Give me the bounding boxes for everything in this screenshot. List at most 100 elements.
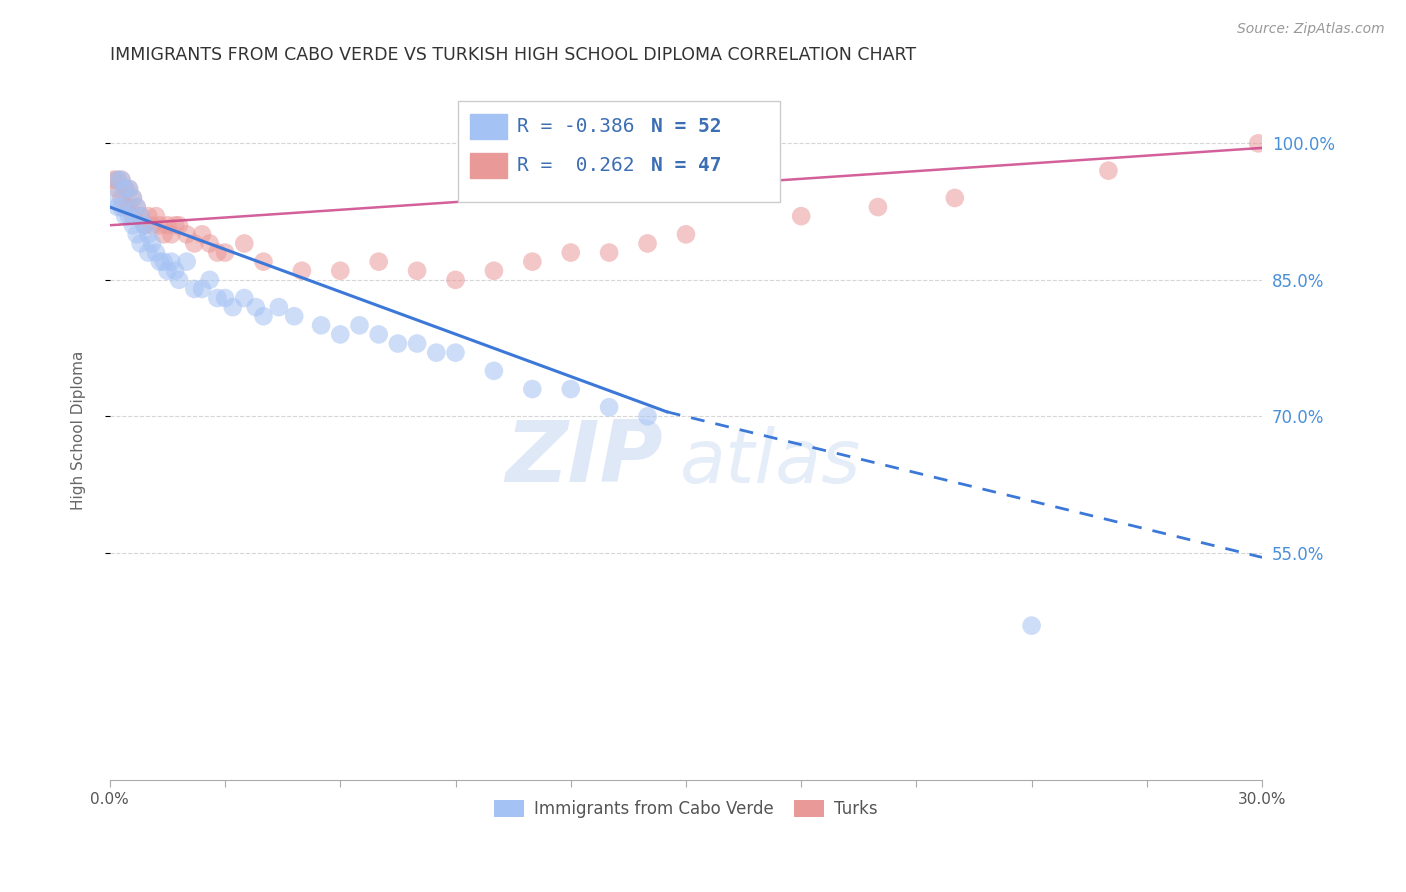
Point [145, 209, 167, 223]
Point [110, 200, 132, 214]
Point [425, 345, 447, 359]
Point [136, 245, 159, 260]
Point [406, 336, 429, 351]
Point [149, 254, 172, 268]
Point [444, 345, 467, 359]
Text: IMMIGRANTS FROM CABO VERDE VS TURKISH HIGH SCHOOL DIPLOMA CORRELATION CHART: IMMIGRANTS FROM CABO VERDE VS TURKISH HI… [110, 46, 915, 64]
Point [167, 219, 190, 233]
Point [367, 254, 389, 268]
Point [191, 282, 214, 296]
Point [245, 300, 267, 314]
Point [152, 227, 174, 242]
Point [560, 382, 582, 396]
FancyBboxPatch shape [471, 114, 508, 139]
Point [136, 209, 159, 223]
Point [129, 209, 152, 223]
Point [160, 227, 183, 242]
Point [107, 200, 129, 214]
Point [406, 264, 429, 278]
Point [176, 254, 198, 268]
Point [122, 191, 145, 205]
Point [107, 173, 129, 187]
Point [1097, 163, 1119, 178]
Point [598, 245, 620, 260]
Point [252, 254, 274, 268]
Point [114, 182, 136, 196]
Point [141, 236, 163, 251]
Point [444, 273, 467, 287]
Point [866, 200, 889, 214]
Point [145, 245, 167, 260]
Point [198, 236, 221, 251]
Point [214, 291, 236, 305]
Point [309, 318, 332, 333]
Point [482, 364, 505, 378]
Point [114, 209, 136, 223]
Point [156, 219, 179, 233]
Text: atlas: atlas [681, 425, 862, 498]
Point [149, 219, 172, 233]
Point [252, 310, 274, 324]
Point [176, 227, 198, 242]
Point [267, 300, 290, 314]
Point [152, 254, 174, 268]
Point [118, 200, 141, 214]
Point [136, 227, 159, 242]
Point [118, 182, 141, 196]
Point [114, 200, 136, 214]
Point [103, 173, 125, 187]
Text: Source: ZipAtlas.com: Source: ZipAtlas.com [1237, 22, 1385, 37]
Point [125, 200, 148, 214]
Point [156, 264, 179, 278]
Text: ZIP: ZIP [505, 417, 662, 500]
Point [637, 409, 659, 424]
Point [482, 264, 505, 278]
Point [387, 336, 409, 351]
Point [110, 173, 132, 187]
Point [329, 264, 352, 278]
Point [122, 191, 145, 205]
Y-axis label: High School Diploma: High School Diploma [72, 351, 86, 509]
Point [107, 182, 129, 196]
Point [183, 282, 205, 296]
Point [207, 245, 229, 260]
Point [349, 318, 371, 333]
Point [129, 236, 152, 251]
Point [233, 236, 256, 251]
Point [110, 191, 132, 205]
Text: N = 52: N = 52 [651, 117, 721, 136]
Point [129, 209, 152, 223]
Point [125, 200, 148, 214]
Point [165, 219, 187, 233]
Text: R = -0.386: R = -0.386 [516, 117, 634, 136]
Point [107, 173, 129, 187]
Point [122, 219, 145, 233]
Point [943, 191, 966, 205]
Point [367, 327, 389, 342]
Point [183, 236, 205, 251]
Point [207, 291, 229, 305]
Point [118, 182, 141, 196]
Point [103, 191, 125, 205]
FancyBboxPatch shape [458, 101, 780, 202]
Point [160, 254, 183, 268]
Point [560, 245, 582, 260]
Point [522, 382, 544, 396]
Point [1247, 136, 1270, 151]
Point [283, 310, 305, 324]
Point [214, 245, 236, 260]
FancyBboxPatch shape [471, 153, 508, 178]
Point [598, 401, 620, 415]
Point [125, 227, 148, 242]
Point [790, 209, 813, 223]
Point [233, 291, 256, 305]
Point [165, 264, 187, 278]
Point [191, 227, 214, 242]
Point [222, 300, 245, 314]
Point [675, 227, 697, 242]
Point [141, 219, 163, 233]
Point [637, 236, 659, 251]
Point [329, 327, 352, 342]
Point [118, 209, 141, 223]
Point [1021, 618, 1043, 632]
